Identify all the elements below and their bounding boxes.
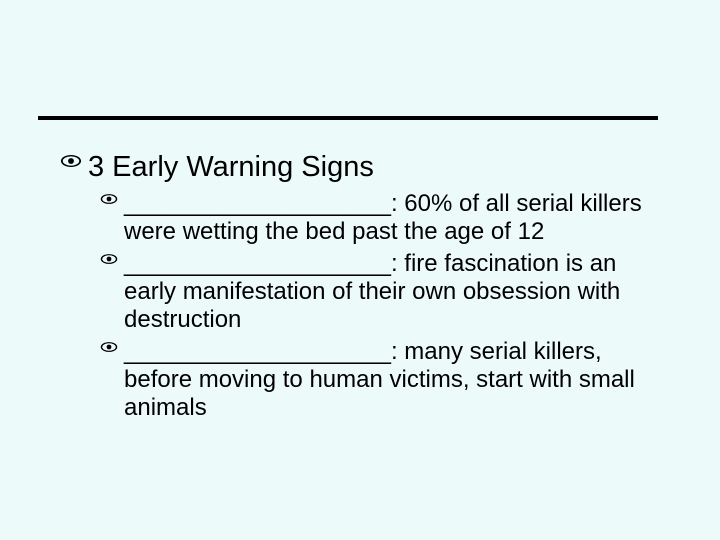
eye-bullet-icon — [100, 250, 124, 268]
content-area: 3 Early Warning Signs __________________… — [60, 150, 660, 426]
title-underline — [38, 116, 658, 120]
slide: 3 Early Warning Signs __________________… — [0, 0, 720, 540]
eye-bullet-icon — [60, 150, 88, 172]
heading-text: 3 Early Warning Signs — [88, 150, 374, 184]
bullet-list: ____________________: 60% of all serial … — [100, 190, 660, 422]
list-item-text: ____________________: many serial killer… — [124, 338, 660, 422]
eye-bullet-icon — [100, 338, 124, 356]
list-item: ____________________: fire fascination i… — [100, 250, 660, 334]
eye-bullet-icon — [100, 190, 124, 208]
list-item-text: ____________________: 60% of all serial … — [124, 190, 660, 246]
list-item-text: ____________________: fire fascination i… — [124, 250, 660, 334]
list-item: ____________________: 60% of all serial … — [100, 190, 660, 246]
list-item: ____________________: many serial killer… — [100, 338, 660, 422]
heading-row: 3 Early Warning Signs — [60, 150, 660, 184]
